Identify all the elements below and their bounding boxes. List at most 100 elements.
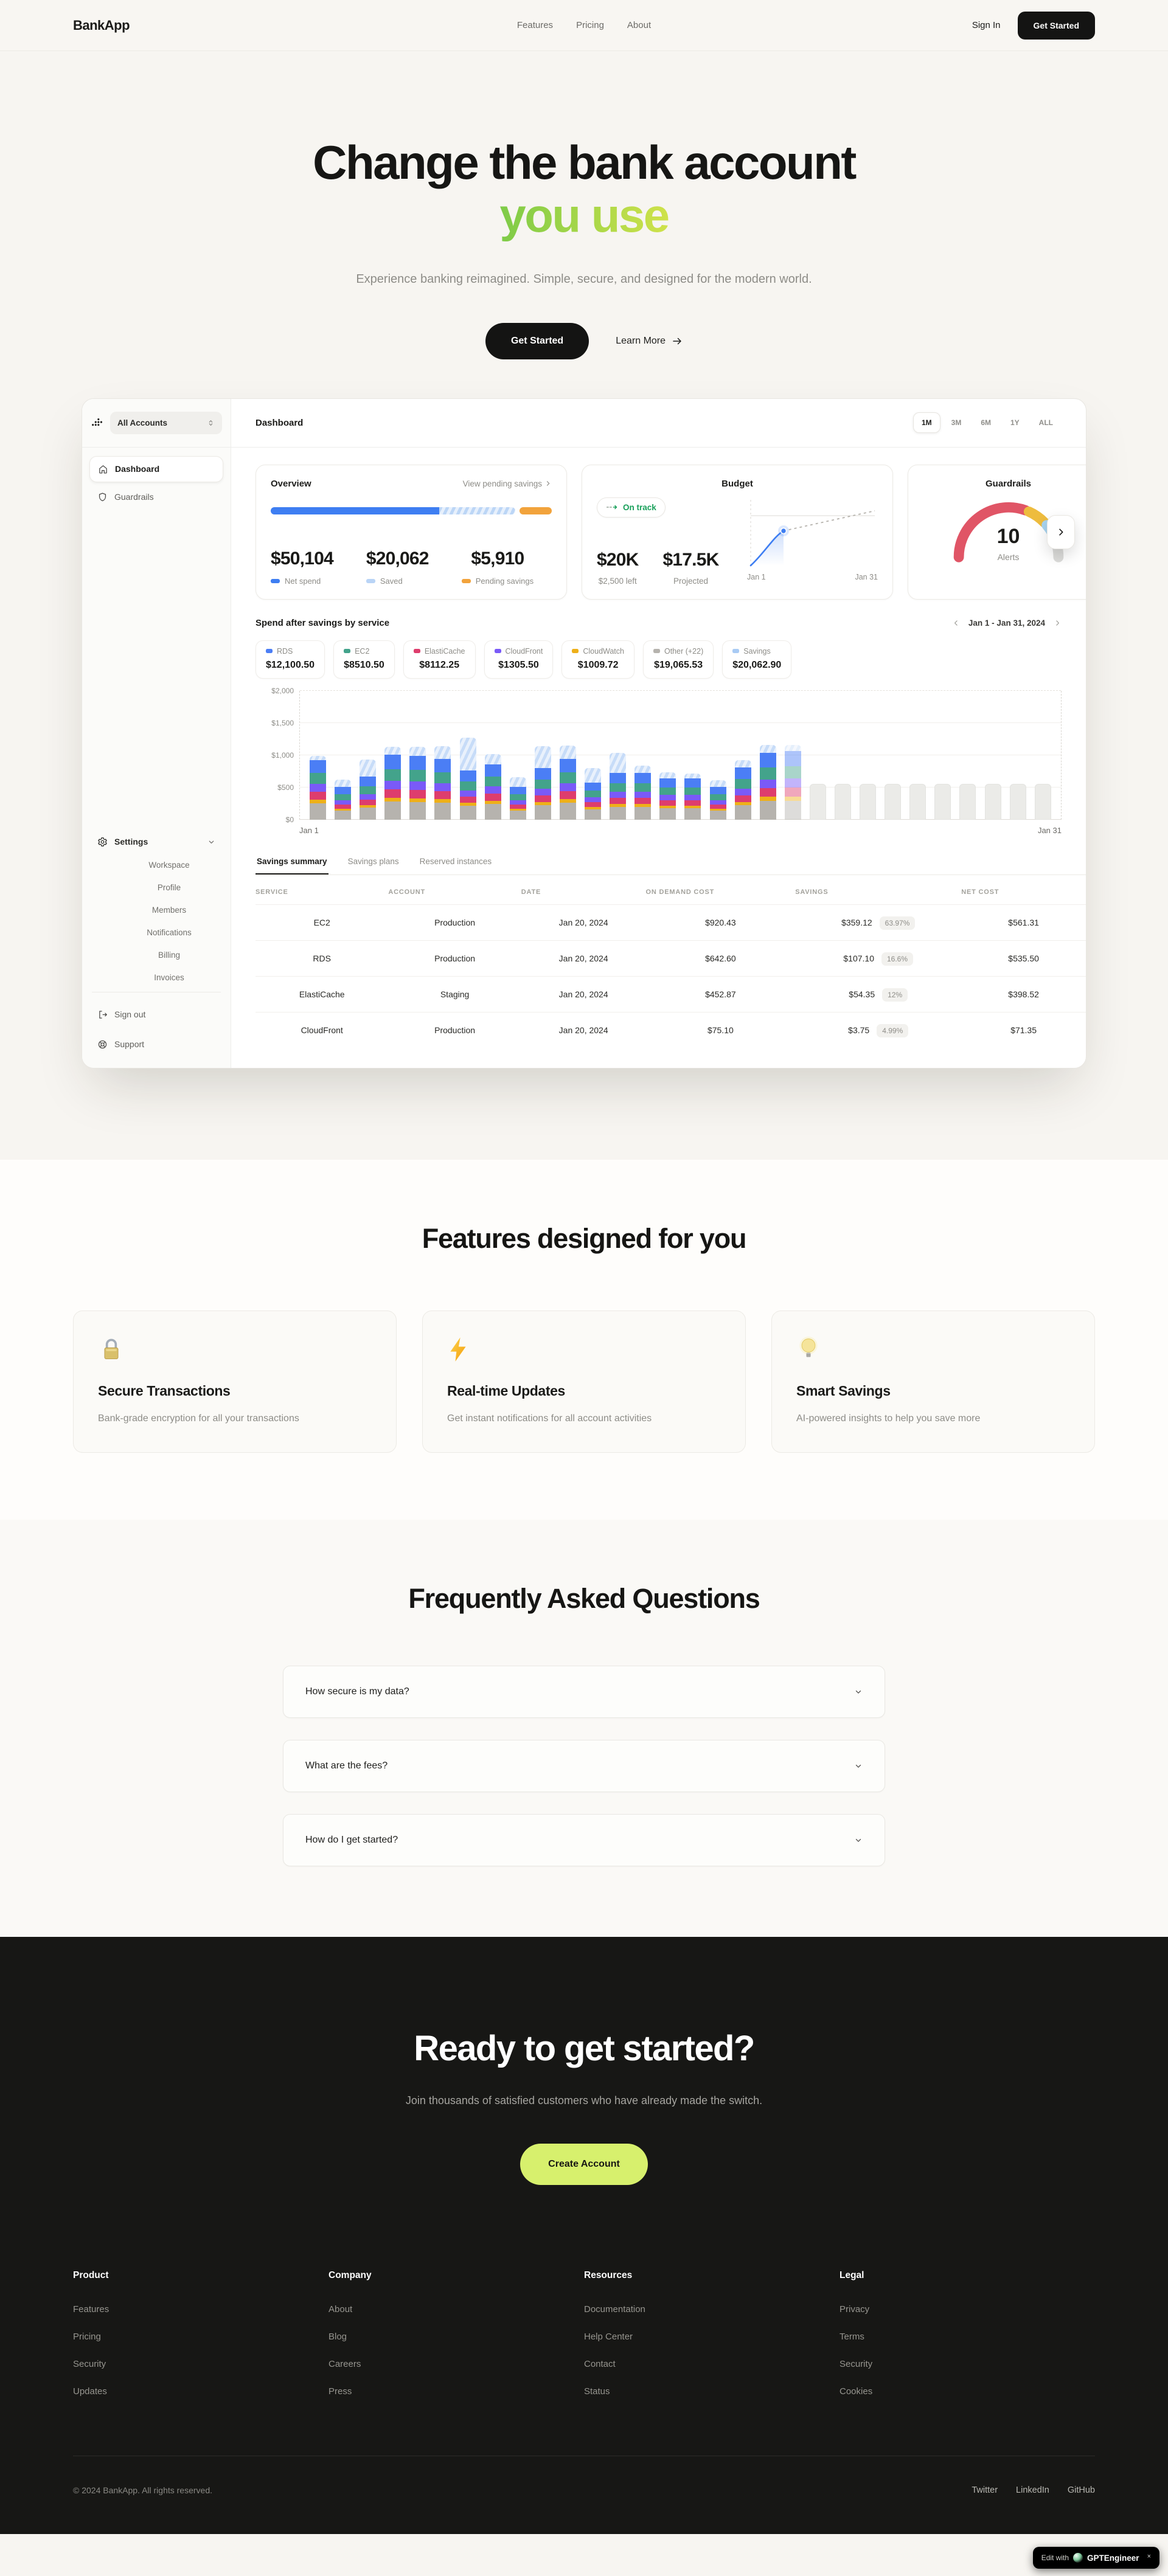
create-account-button[interactable]: Create Account (520, 2143, 648, 2185)
legend-chip-cloudfront[interactable]: CloudFront $1305.50 (484, 640, 554, 679)
legend-chip-rds[interactable]: RDS $12,100.50 (255, 640, 325, 679)
footer-link-privacy[interactable]: Privacy (839, 2304, 870, 2315)
footer-link-security[interactable]: Security (839, 2358, 873, 2369)
faq-item[interactable]: What are the fees? (283, 1739, 885, 1792)
time-range-1y[interactable]: 1Y (1002, 412, 1028, 433)
sidebar-item-sign-out[interactable]: Sign out (89, 1002, 223, 1027)
footer-link-terms[interactable]: Terms (839, 2331, 864, 2342)
faq-item[interactable]: How secure is my data? (283, 1665, 885, 1718)
nav-item-features[interactable]: Features (516, 20, 554, 30)
chart-bar-faded (784, 744, 801, 820)
table-header: DATE (521, 888, 541, 896)
bar-segment-elasticache (384, 789, 401, 798)
footer-column-product: Product Features Pricing Security Updates (73, 2270, 328, 2397)
tab-savings-plans[interactable]: Savings plans (347, 856, 399, 866)
social-link-github[interactable]: GitHub (1067, 2485, 1095, 2495)
sign-in-link[interactable]: Sign In (972, 20, 1001, 30)
legend-marker-icon (572, 649, 579, 654)
legend-label: Savings (743, 646, 771, 656)
hero-section: Change the bank account you use Experien… (0, 51, 1168, 1160)
time-range-all[interactable]: ALL (1031, 412, 1062, 433)
nav-item-pricing[interactable]: Pricing (576, 20, 604, 30)
get-started-button[interactable]: Get Started (1017, 11, 1095, 40)
chart-bar (634, 765, 652, 820)
progress-spent (271, 507, 440, 514)
table-header: SERVICE (255, 888, 288, 896)
bar-segment-other (559, 802, 576, 820)
faq-title: Frequently Asked Questions (408, 1582, 760, 1614)
footer-link-contact[interactable]: Contact (584, 2358, 616, 2369)
chevron-right-icon[interactable] (1054, 619, 1062, 627)
bar-segment-cloudfront (484, 786, 501, 794)
carousel-next-button[interactable] (1047, 514, 1075, 549)
learn-more-link[interactable]: Learn More (616, 336, 683, 347)
table-row: RDS Production Jan 20, 2024 $642.60 $107.10 1… (255, 940, 1086, 977)
sidebar-item-support[interactable]: Support (89, 1032, 223, 1057)
chart-bar-placeholder (984, 783, 1001, 820)
settings-subitem-invoices[interactable]: Invoices (154, 972, 184, 982)
footer-link-pricing[interactable]: Pricing (73, 2331, 101, 2342)
gridline (300, 690, 1061, 691)
footer-link-blog[interactable]: Blog (328, 2331, 347, 2342)
bar-segment-elasticache (459, 796, 476, 803)
view-pending-savings-link[interactable]: View pending savings (463, 479, 552, 488)
bar-segment-savings (360, 759, 377, 777)
footer-link-careers[interactable]: Careers (328, 2358, 361, 2369)
footer-link-help-center[interactable]: Help Center (584, 2331, 633, 2342)
badge-close-button[interactable]: × (1147, 2553, 1151, 2560)
footer-link-press[interactable]: Press (328, 2386, 352, 2397)
nav-item-about[interactable]: About (627, 20, 652, 30)
tab-savings-summary[interactable]: Savings summary (255, 854, 328, 874)
bar-segment-savings (784, 744, 801, 751)
sidebar-item-dashboard[interactable]: Dashboard (89, 455, 223, 482)
footer-link-features[interactable]: Features (73, 2304, 109, 2315)
chevron-right-icon (544, 480, 552, 487)
progress-saved-hatch (439, 507, 515, 514)
time-range-6m[interactable]: 6M (972, 412, 999, 433)
settings-subitem-workspace[interactable]: Workspace (148, 860, 190, 870)
footer-link-documentation[interactable]: Documentation (584, 2304, 645, 2315)
social-link-twitter[interactable]: Twitter (972, 2485, 998, 2495)
bar-segment-cloudwatch (634, 803, 652, 807)
features-grid: Secure Transactions Bank-grade encryption… (73, 1310, 1095, 1453)
legend-chip-savings[interactable]: Savings $20,062.90 (722, 640, 792, 679)
bar-segment-savings (659, 772, 676, 778)
account-switcher[interactable]: All Accounts (110, 411, 222, 434)
table-cell: Jan 20, 2024 (521, 940, 646, 977)
footer-link-about[interactable]: About (328, 2304, 353, 2315)
bar-segment-rds (759, 752, 776, 767)
settings-subitem-profile[interactable]: Profile (157, 882, 181, 892)
chevron-left-icon[interactable] (952, 619, 960, 627)
settings-subitem-billing[interactable]: Billing (158, 950, 181, 960)
bar-segment-ec2 (384, 769, 401, 781)
sidebar-item-guardrails[interactable]: Guardrails (89, 485, 223, 510)
settings-subitem-notifications[interactable]: Notifications (147, 927, 192, 937)
footer-link-updates[interactable]: Updates (73, 2386, 107, 2397)
gpt-engineer-badge[interactable]: Edit with GPTEngineer × (1032, 2547, 1159, 2569)
faq-item[interactable]: How do I get started? (283, 1813, 885, 1866)
legend-marker-icon (266, 649, 273, 654)
bar-segment-ec2 (684, 787, 701, 795)
settings-subitem-members[interactable]: Members (151, 905, 187, 915)
footer-link-cookies[interactable]: Cookies (839, 2386, 873, 2397)
savings-percent-badge: 63.97% (879, 916, 916, 930)
social-link-linkedin[interactable]: LinkedIn (1016, 2485, 1049, 2495)
bar-segment-cloudwatch (585, 806, 602, 809)
sidebar-item-settings[interactable]: Settings (89, 831, 223, 853)
footer-link-security[interactable]: Security (73, 2358, 106, 2369)
budget-x-end: Jan 31 (855, 572, 878, 581)
spend-legend: RDS $12,100.50 EC2 $8510.50 ElastiCache $8112… (255, 640, 1086, 679)
legend-chip-other-22-[interactable]: Other (+22) $19,065.53 (642, 640, 714, 679)
legend-chip-elasticache[interactable]: ElastiCache $8112.25 (403, 640, 476, 679)
legend-chip-cloudwatch[interactable]: CloudWatch $1009.72 (561, 640, 634, 679)
legend-chip-ec2[interactable]: EC2 $8510.50 (333, 640, 395, 679)
budget-mini-chart: Jan 1 Jan 31 (747, 497, 878, 586)
tab-reserved-instances[interactable]: Reserved instances (419, 856, 492, 866)
legend-value: $20,062.90 (732, 659, 782, 670)
budget-stat-value: $17.5K (662, 549, 720, 570)
date-range-label: Jan 1 - Jan 31, 2024 (968, 618, 1045, 628)
time-range-3m[interactable]: 3M (943, 412, 970, 433)
hero-get-started-button[interactable]: Get Started (485, 322, 589, 359)
time-range-1m[interactable]: 1M (912, 412, 940, 434)
footer-link-status[interactable]: Status (584, 2386, 610, 2397)
